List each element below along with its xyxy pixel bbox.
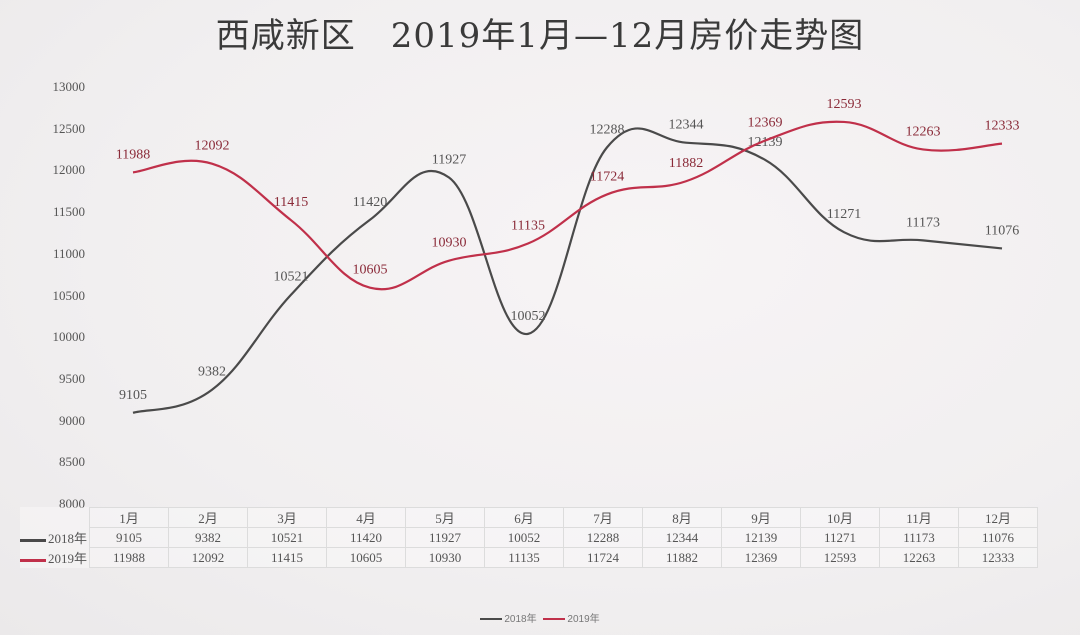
table-header-cell: 3月 bbox=[247, 507, 328, 528]
legend-swatch-2019 bbox=[543, 618, 566, 621]
data-label: 11173 bbox=[906, 215, 940, 230]
row-swatch bbox=[20, 538, 46, 542]
data-table: 1月 2月 3月 4月 5月 6月 7月 8月 9月 10月 11月 12月 2018年 9105 9382… bbox=[20, 507, 1039, 568]
y-tick-label: 9000 bbox=[59, 412, 85, 428]
table-cell: 10521 bbox=[247, 527, 328, 548]
data-label: 12593 bbox=[827, 97, 862, 112]
legend-swatch-2018 bbox=[480, 618, 503, 621]
table-cell: 11988 bbox=[89, 547, 170, 568]
data-label: 10605 bbox=[353, 263, 388, 278]
table-cell: 12333 bbox=[958, 547, 1039, 568]
y-tick-label: 11000 bbox=[52, 245, 85, 261]
legend-label-2019: 2019年 bbox=[567, 614, 600, 625]
table-header-cell: 12月 bbox=[958, 507, 1039, 528]
y-tick-label: 12500 bbox=[52, 120, 86, 136]
y-tick-label: 9500 bbox=[59, 370, 85, 386]
table-cell: 11076 bbox=[958, 527, 1039, 548]
table-cell: 12344 bbox=[642, 527, 723, 548]
data-label: 11415 bbox=[274, 195, 308, 210]
y-tick-label: 13000 bbox=[52, 79, 86, 94]
y-tick-label: 10500 bbox=[52, 287, 86, 303]
data-label: 12369 bbox=[748, 116, 783, 131]
data-label: 11420 bbox=[353, 195, 387, 210]
y-tick-label: 10000 bbox=[52, 329, 86, 345]
table-row: 2019年 11988 12092 11415 10605 10930 11135 11724… bbox=[20, 547, 1039, 568]
table-cell: 9382 bbox=[168, 527, 249, 548]
table-header-cell: 8月 bbox=[642, 507, 723, 528]
table-cell: 10052 bbox=[484, 527, 565, 548]
table-cell: 11724 bbox=[563, 547, 644, 568]
table-cell: 11135 bbox=[484, 547, 565, 568]
legend-label-2018: 2018年 bbox=[504, 614, 537, 625]
data-label: 11882 bbox=[669, 156, 703, 171]
data-label: 12139 bbox=[748, 135, 783, 150]
data-label: 11135 bbox=[511, 219, 545, 234]
data-label: 11076 bbox=[985, 223, 1019, 238]
y-tick-label: 8500 bbox=[59, 454, 85, 470]
table-cell: 12593 bbox=[800, 547, 881, 568]
data-label: 11724 bbox=[590, 169, 624, 184]
y-tick-label: 11500 bbox=[52, 204, 85, 220]
y-tick-label: 8000 bbox=[59, 496, 85, 511]
table-header-cell: 10月 bbox=[800, 507, 881, 528]
table-header-cell: 4月 bbox=[326, 507, 407, 528]
data-label: 12263 bbox=[906, 124, 941, 139]
table-cell: 9105 bbox=[89, 527, 170, 548]
table-header-cell: 1月 bbox=[89, 507, 170, 528]
data-label: 12344 bbox=[669, 118, 704, 133]
table-cell: 12369 bbox=[721, 547, 802, 568]
table-corner bbox=[20, 508, 90, 528]
legend-item-2019: 2019年 bbox=[543, 610, 600, 625]
table-cell: 12263 bbox=[879, 547, 960, 568]
data-label: 9382 bbox=[198, 365, 226, 380]
series-line-2018年 bbox=[132, 127, 1003, 414]
table-cell: 11415 bbox=[247, 547, 328, 568]
table-cell: 12092 bbox=[168, 547, 249, 568]
row-label: 2018年 bbox=[20, 528, 90, 548]
table-header-cell: 9月 bbox=[721, 507, 802, 528]
data-label: 11271 bbox=[827, 207, 861, 222]
table-cell: 11927 bbox=[405, 527, 486, 548]
data-label: 10521 bbox=[274, 270, 309, 285]
legend: 2018年 2019年 bbox=[0, 610, 1080, 625]
data-label: 12092 bbox=[195, 139, 230, 154]
table-row: 2018年 9105 9382 10521 11420 11927 10052 12288 12… bbox=[20, 527, 1039, 548]
data-label: 10930 bbox=[432, 236, 467, 251]
table-cell: 11271 bbox=[800, 527, 881, 548]
row-label: 2019年 bbox=[20, 548, 90, 568]
data-label: 11927 bbox=[432, 152, 466, 167]
table-cell: 12288 bbox=[563, 527, 644, 548]
legend-item-2018: 2018年 bbox=[480, 610, 537, 625]
table-header-cell: 6月 bbox=[484, 507, 565, 528]
data-label: 11988 bbox=[116, 147, 150, 162]
table-cell: 10930 bbox=[405, 547, 486, 568]
data-label: 12288 bbox=[590, 122, 625, 137]
data-label: 12333 bbox=[985, 119, 1020, 134]
table-cell: 11882 bbox=[642, 547, 723, 568]
data-label: 10052 bbox=[511, 309, 546, 324]
y-tick-label: 12000 bbox=[52, 162, 86, 178]
chart-title: 西咸新区 2019年1月—12月房价走势图 bbox=[215, 16, 865, 56]
table-cell: 10605 bbox=[326, 547, 407, 568]
series-line-2019年 bbox=[132, 120, 1003, 291]
table-header-cell: 2月 bbox=[168, 507, 249, 528]
table-header-cell: 11月 bbox=[879, 507, 960, 528]
table-cell: 12139 bbox=[721, 527, 802, 548]
table-header-cell: 5月 bbox=[405, 507, 486, 528]
table-header-cell: 7月 bbox=[563, 507, 644, 528]
table-cell: 11420 bbox=[326, 527, 407, 548]
table-cell: 11173 bbox=[879, 527, 960, 548]
row-swatch bbox=[20, 558, 46, 562]
data-label: 9105 bbox=[119, 388, 147, 403]
